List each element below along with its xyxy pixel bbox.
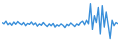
plot-area (2, 4, 118, 39)
line (2, 4, 118, 39)
chart (0, 0, 120, 45)
